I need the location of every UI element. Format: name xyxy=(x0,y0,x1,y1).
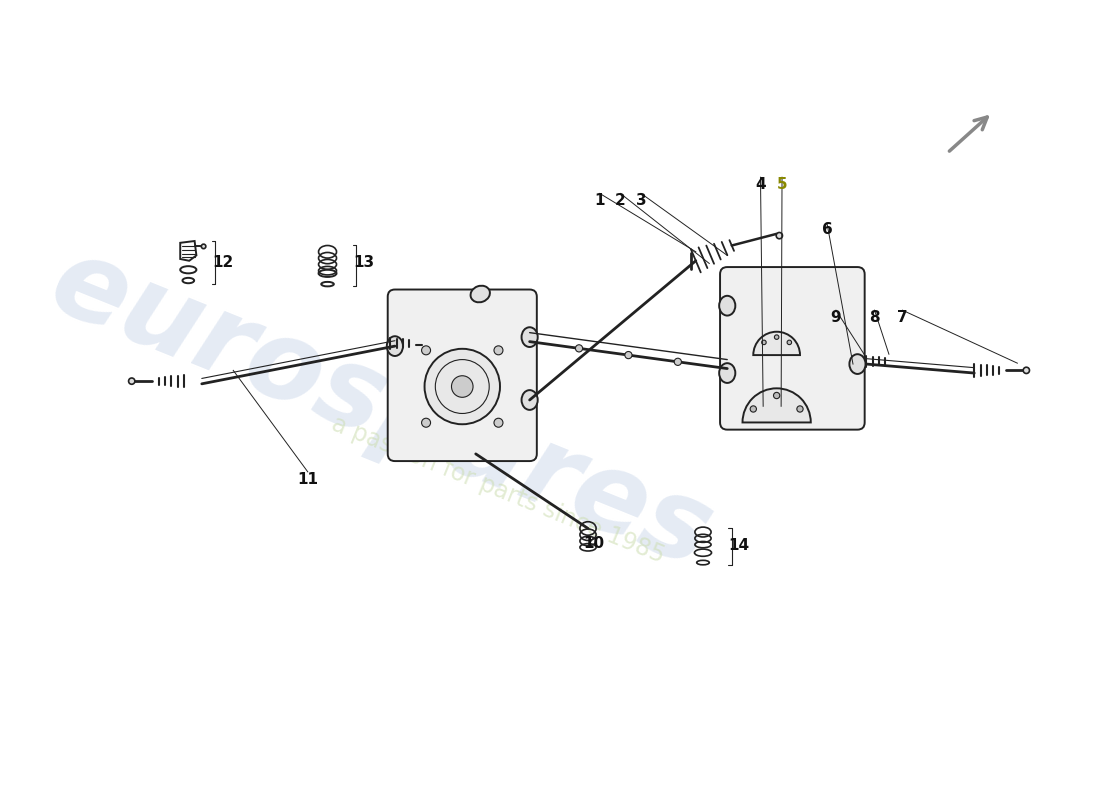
Wedge shape xyxy=(742,388,811,422)
Circle shape xyxy=(750,406,757,412)
Text: 10: 10 xyxy=(583,536,604,551)
Circle shape xyxy=(761,340,767,345)
Text: 6: 6 xyxy=(822,222,833,237)
Text: eurospares: eurospares xyxy=(35,228,727,590)
Text: 2: 2 xyxy=(615,193,626,208)
FancyBboxPatch shape xyxy=(720,267,865,430)
Circle shape xyxy=(129,378,135,384)
Text: a passion for parts since 1985: a passion for parts since 1985 xyxy=(328,412,669,568)
Ellipse shape xyxy=(719,296,735,315)
Circle shape xyxy=(796,406,803,412)
Circle shape xyxy=(494,346,503,355)
Circle shape xyxy=(494,418,503,427)
Circle shape xyxy=(425,349,500,424)
Circle shape xyxy=(774,335,779,339)
Text: 9: 9 xyxy=(830,310,842,325)
Circle shape xyxy=(625,351,632,358)
Text: 12: 12 xyxy=(212,255,233,270)
Ellipse shape xyxy=(471,286,490,302)
Text: 13: 13 xyxy=(353,255,374,270)
Circle shape xyxy=(788,340,792,345)
Circle shape xyxy=(421,346,430,355)
Ellipse shape xyxy=(521,390,538,410)
Text: 1: 1 xyxy=(594,193,605,208)
Wedge shape xyxy=(754,332,800,355)
Text: 11: 11 xyxy=(297,471,318,486)
Text: 7: 7 xyxy=(898,310,907,325)
Text: 5: 5 xyxy=(777,177,788,192)
Ellipse shape xyxy=(387,336,403,356)
Circle shape xyxy=(674,358,681,366)
Text: 4: 4 xyxy=(756,177,766,192)
Ellipse shape xyxy=(849,354,866,374)
Circle shape xyxy=(575,345,583,352)
Ellipse shape xyxy=(521,327,538,347)
FancyBboxPatch shape xyxy=(387,290,537,461)
Circle shape xyxy=(451,376,473,398)
Ellipse shape xyxy=(719,363,735,383)
Circle shape xyxy=(773,392,780,398)
Circle shape xyxy=(1023,367,1030,374)
Circle shape xyxy=(421,418,430,427)
Circle shape xyxy=(777,233,782,238)
Circle shape xyxy=(201,244,206,249)
Text: 3: 3 xyxy=(636,193,647,208)
Text: 14: 14 xyxy=(728,538,749,553)
Text: 8: 8 xyxy=(869,310,880,325)
